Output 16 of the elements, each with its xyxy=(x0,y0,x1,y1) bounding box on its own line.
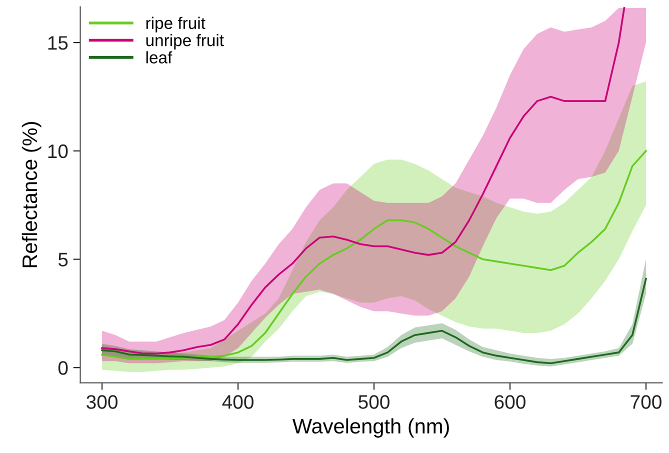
x-tick-label: 500 xyxy=(358,395,390,409)
y-axis-title: Reflectance (%) xyxy=(22,122,42,268)
y-tick-label: 0 xyxy=(58,361,68,375)
y-tick-label: 10 xyxy=(48,144,68,158)
x-tick-label: 700 xyxy=(630,395,662,409)
line-series xyxy=(101,150,647,360)
x-tick-label: 600 xyxy=(494,395,526,409)
y-tick-label: 5 xyxy=(58,252,68,266)
legend-label: unripe fruit xyxy=(146,34,224,50)
legend-label: leaf xyxy=(146,51,172,64)
line-series xyxy=(101,278,647,364)
x-tick-label: 400 xyxy=(222,395,254,409)
legend-label: ripe fruit xyxy=(146,16,206,32)
x-axis-title: Wavelength (nm) xyxy=(292,418,449,438)
x-tick-label: 300 xyxy=(86,395,118,409)
y-tick-label: 15 xyxy=(48,36,68,50)
